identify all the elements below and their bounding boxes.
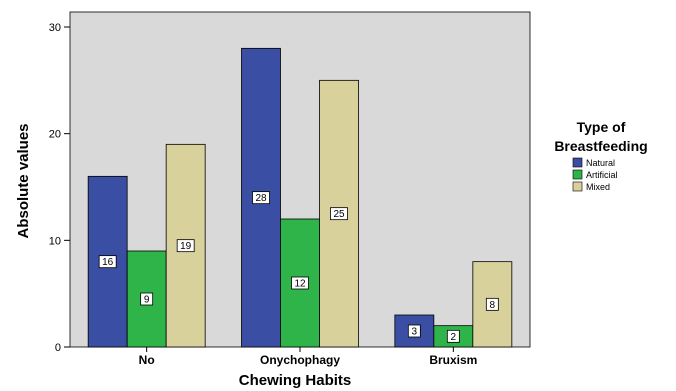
legend-title-line1: Type of <box>577 119 626 135</box>
x-tick-label: Onychophagy <box>260 353 340 367</box>
data-label: 12 <box>294 279 306 290</box>
legend-label-artificial: Artificial <box>586 170 618 180</box>
data-label-box <box>98 255 117 269</box>
data-label: 25 <box>333 209 345 220</box>
data-label: 2 <box>451 332 457 343</box>
data-label-box <box>176 239 195 253</box>
data-label-box <box>407 324 421 338</box>
data-label: 16 <box>102 257 114 268</box>
x-tick-label: Bruxism <box>429 353 477 367</box>
y-tick-label: 30 <box>49 22 61 34</box>
y-tick-label: 20 <box>49 129 61 141</box>
data-label-box <box>330 207 348 221</box>
legend: Type of Breastfeeding Natural Artificial M… <box>554 119 647 192</box>
data-label-box <box>446 329 460 343</box>
data-label-box <box>140 292 154 306</box>
x-axis-title: Chewing Habits <box>239 372 352 389</box>
data-label-box <box>252 191 270 205</box>
legend-swatch-mixed <box>572 181 583 192</box>
data-label: 9 <box>144 295 150 306</box>
legend-swatch-artificial <box>572 169 583 180</box>
y-axis: 0 10 20 30 <box>49 22 70 354</box>
legend-swatch-natural <box>572 157 583 168</box>
legend-title-line2: Breastfeeding <box>554 138 647 154</box>
y-axis-title: Absolute values <box>15 123 32 238</box>
y-tick-label: 10 <box>49 235 61 247</box>
y-tick-label: 0 <box>55 342 61 354</box>
legend-label-mixed: Mixed <box>586 182 610 192</box>
data-label-box <box>485 297 499 311</box>
x-tick-label: No <box>139 353 155 367</box>
data-label-box <box>291 276 309 290</box>
x-axis: No Onychophagy Bruxism <box>139 347 477 367</box>
data-label: 28 <box>255 193 267 204</box>
data-label: 8 <box>490 300 496 311</box>
legend-label-natural: Natural <box>586 158 615 168</box>
data-label: 3 <box>412 327 418 338</box>
data-label: 19 <box>180 241 192 252</box>
